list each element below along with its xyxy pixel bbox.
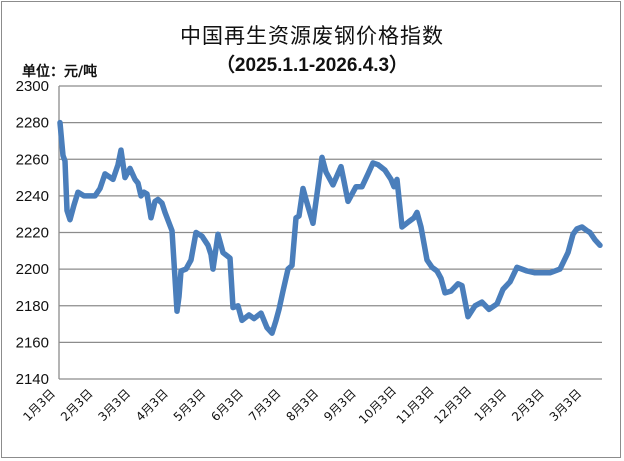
x-tick-label: 12月3日 — [431, 384, 474, 427]
y-tick-label: 2200 — [16, 261, 49, 278]
y-tick-label: 2260 — [16, 151, 49, 168]
x-tick-label: 6月3日 — [208, 386, 246, 424]
x-tick-label: 4月3日 — [133, 386, 171, 424]
y-tick-label: 2280 — [16, 115, 49, 132]
y-tick-label: 2300 — [16, 78, 49, 95]
gridlines — [58, 85, 602, 380]
chart-title: 中国再生资源废钢价格指数 — [180, 24, 444, 48]
x-tick-label: 9月3日 — [321, 386, 359, 424]
chart-subtitle: （2025.1.1-2026.4.3） — [215, 55, 409, 76]
price-index-line — [57, 119, 603, 336]
y-axis-ticks: 2300 2280 2260 2240 2220 2200 2180 2160 2140 — [16, 78, 49, 388]
x-tick-label: 5月3日 — [171, 386, 209, 424]
x-tick-label: 3月3日 — [96, 386, 134, 424]
x-tick-label: 7月3日 — [246, 386, 284, 424]
x-tick-label: 2月3日 — [58, 386, 96, 424]
x-axis-ticks: 1月3日 2月3日 3月3日 4月3日 5月3日 6月3日 7月3日 8月3日 9月3日10月3… — [20, 384, 584, 427]
y-tick-label: 2180 — [16, 298, 49, 315]
unit-label: 单位：元/吨 — [22, 64, 98, 80]
y-tick-label: 2240 — [16, 188, 49, 205]
x-tick-label: 1月3日 — [20, 386, 58, 424]
y-tick-label: 2160 — [16, 334, 49, 351]
x-tick-label: 1月3日 — [472, 386, 510, 424]
x-tick-label: 2月3日 — [509, 386, 547, 424]
x-tick-label: 3月3日 — [547, 386, 585, 424]
y-tick-label: 2220 — [16, 225, 49, 242]
x-tick-label: 8月3日 — [284, 386, 322, 424]
x-tick-label: 10月3日 — [356, 384, 399, 427]
y-tick-label: 2140 — [16, 371, 49, 388]
x-tick-label: 11月3日 — [394, 384, 437, 427]
